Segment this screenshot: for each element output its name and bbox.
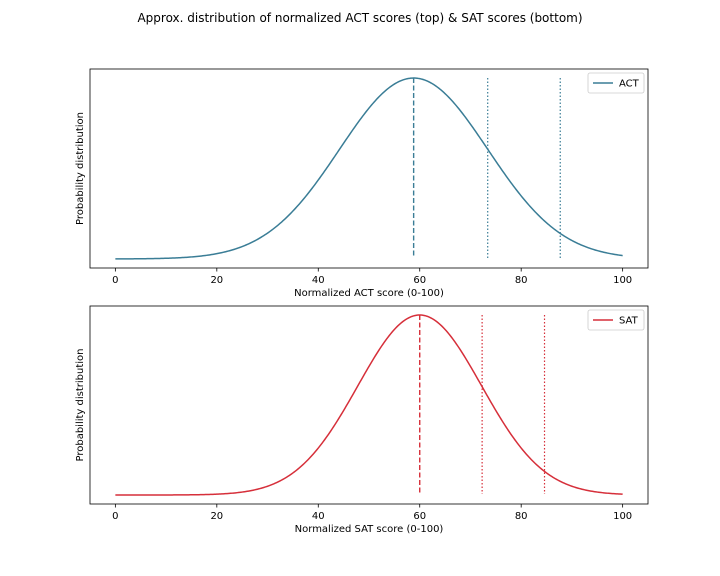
legend-label: ACT	[619, 79, 640, 90]
x-tick-label: 20	[210, 511, 223, 522]
legend-box	[587, 309, 645, 331]
x-axis-label: Normalized ACT score (0-100)	[294, 288, 444, 299]
x-tick-label: 0	[112, 275, 118, 286]
x-tick-label: 80	[515, 511, 528, 522]
x-tick-label: 60	[413, 511, 426, 522]
series-line-act	[115, 77, 623, 260]
series-line-sat	[115, 314, 623, 496]
figure-title: Approx. distribution of normalized ACT s…	[137, 11, 582, 25]
act-distribution-chart: 0 20 40 60 80 100 Normalized ACT score (0-100)…	[75, 68, 649, 299]
x-tick-label: 100	[613, 511, 632, 522]
x-tick-label: 40	[312, 511, 325, 522]
sat-distribution-chart: 0 20 40 60 80 100 Normalized SAT score (0-100)…	[75, 305, 649, 535]
x-axis-label: Normalized SAT score (0-100)	[295, 524, 444, 535]
x-tick-label: 40	[312, 275, 325, 286]
axes-frame	[89, 305, 649, 505]
y-axis-label: Probability distribution	[75, 112, 86, 225]
legend: ACT	[587, 72, 645, 94]
y-axis-label: Probability distribution	[75, 348, 86, 461]
legend: SAT	[587, 309, 645, 331]
axes-frame	[89, 68, 649, 269]
x-tick-label: 20	[210, 275, 223, 286]
x-tick-label: 0	[112, 511, 118, 522]
x-tick-label: 100	[613, 275, 632, 286]
x-tick-label: 80	[515, 275, 528, 286]
legend-label: SAT	[619, 316, 639, 327]
legend-box	[587, 72, 645, 94]
x-tick-label: 60	[413, 275, 426, 286]
